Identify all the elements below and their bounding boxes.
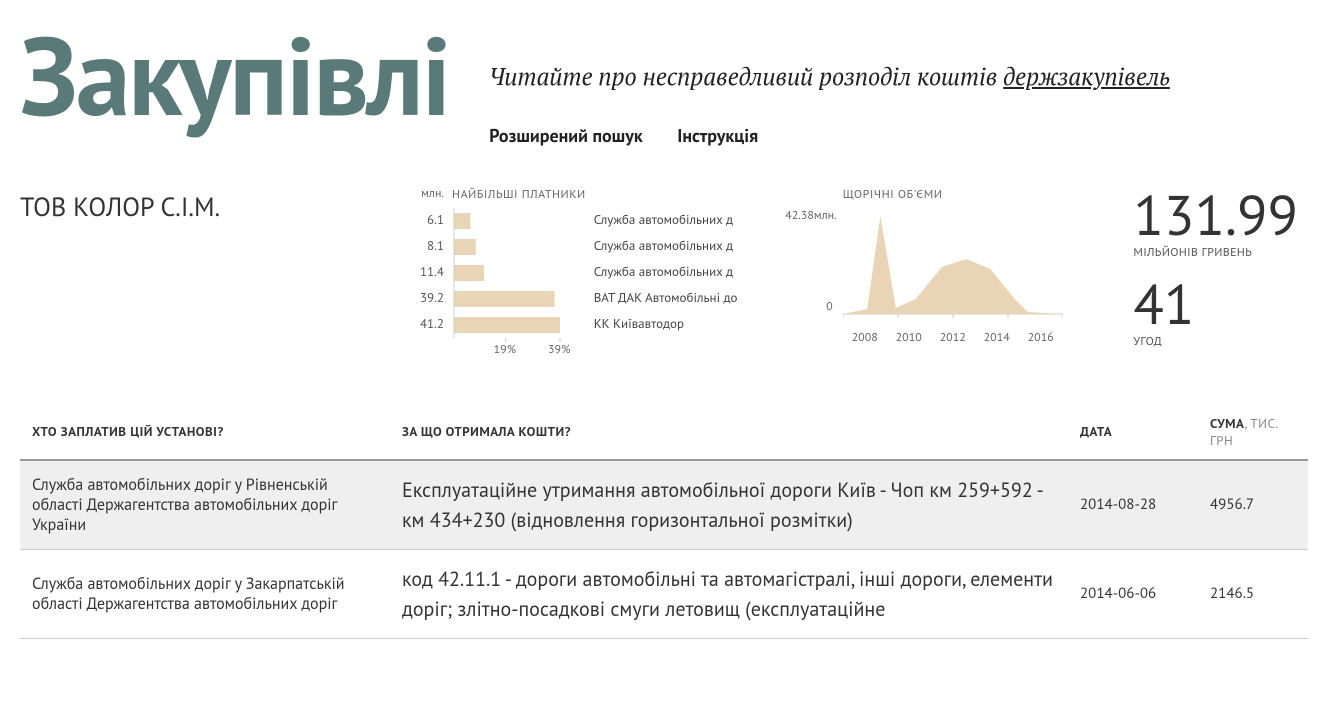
bar-value: 8.1 xyxy=(410,233,444,259)
area-xtick: 2012 xyxy=(931,330,975,345)
cell-payer: Служба автомобільних доріг у Рівненській… xyxy=(20,460,390,550)
area-chart-ylabels: 42.38млн. 0 xyxy=(789,208,837,328)
entity-name: ТОВ КОЛОР С.І.М. xyxy=(20,187,380,365)
total-deals-label: УГОД xyxy=(1133,334,1298,349)
header: Закупівлі Читайте про несправедливий роз… xyxy=(20,20,1308,147)
header-nav: Розширений пошук Інструкція xyxy=(489,124,1308,147)
bar-value: 41.2 xyxy=(410,311,444,337)
area-ymax: 42.38млн. xyxy=(785,208,837,223)
col-date: ДАТА xyxy=(1068,405,1198,460)
total-amount: 131.99 xyxy=(1133,187,1298,243)
payments-table: ХТО ЗАПЛАТИВ ЦІЙ УСТАНОВІ? ЗА ЩО ОТРИМАЛ… xyxy=(20,405,1308,639)
col-sum: СУМА, ТИС. ГРН xyxy=(1198,405,1308,460)
area-chart-block: ЩОРІЧНІ ОБ'ЄМИ 42.38млн. 0 2008201020122… xyxy=(789,187,1063,365)
col-payer: ХТО ЗАПЛАТИВ ЦІЙ УСТАНОВІ? xyxy=(20,405,390,460)
bar-label: Служба автомобільних д xyxy=(594,233,759,259)
cell-sum: 2146.5 xyxy=(1198,549,1308,638)
bar-chart-svg xyxy=(452,208,562,342)
tagline-text: Читайте про несправедливий розподіл кошт… xyxy=(489,60,1003,92)
area-xtick: 2016 xyxy=(1019,330,1063,345)
bar-chart-unit: млн. xyxy=(410,187,444,207)
site-logo[interactable]: Закупівлі xyxy=(20,20,449,130)
totals-block: 131.99 МІЛЬЙОНІВ ГРИВЕНЬ 41 УГОД xyxy=(1133,187,1308,365)
area-chart-xticks: 20082010201220142016 xyxy=(789,330,1063,345)
col-desc: ЗА ЩО ОТРИМАЛА КОШТИ? xyxy=(390,405,1068,460)
area-chart-svg xyxy=(843,208,1063,328)
cell-payer: Служба автомобільних доріг у Закарпатськ… xyxy=(20,549,390,638)
area-chart-title: ЩОРІЧНІ ОБ'ЄМИ xyxy=(789,187,1063,202)
cell-date: 2014-06-06 xyxy=(1068,549,1198,638)
bar-label: КК Київавтодор xyxy=(594,311,759,337)
cell-desc: Експлуатаційне утримання автомобільної д… xyxy=(390,460,1068,550)
total-deals: 41 xyxy=(1133,276,1298,332)
nav-advanced-search[interactable]: Розширений пошук xyxy=(489,124,642,147)
bar-label: ВАТ ДАК Автомобільні до xyxy=(594,285,759,311)
cell-date: 2014-08-28 xyxy=(1068,460,1198,550)
area-xtick: 2014 xyxy=(975,330,1019,345)
area-xtick: 2010 xyxy=(887,330,931,345)
bar-value: 39.2 xyxy=(410,285,444,311)
bar-value: 6.1 xyxy=(410,207,444,233)
nav-instructions[interactable]: Інструкція xyxy=(677,124,758,147)
table-row[interactable]: Служба автомобільних доріг у Рівненській… xyxy=(20,460,1308,550)
bar-label: Служба автомобільних д xyxy=(594,207,759,233)
bar-chart-ticks: 19%39% xyxy=(452,342,562,358)
bar-tick: 39% xyxy=(548,342,570,357)
tagline-link[interactable]: держзакупівель xyxy=(1003,60,1170,92)
bar-chart-labels: Служба автомобільних дСлужба автомобільн… xyxy=(594,187,759,358)
bar-label: Служба автомобільних д xyxy=(594,259,759,285)
bar-value: 11.4 xyxy=(410,259,444,285)
bar-chart-title: НАЙБІЛЬШІ ПЛАТНИКИ xyxy=(452,187,586,202)
col-sum-prefix: СУМА xyxy=(1210,415,1244,432)
bar-chart-values: млн.6.18.111.439.241.2 xyxy=(410,187,444,358)
bar-tick: 19% xyxy=(494,342,516,357)
summary-row: ТОВ КОЛОР С.І.М. млн.6.18.111.439.241.2 … xyxy=(20,187,1308,365)
bar-chart-block: млн.6.18.111.439.241.2 НАЙБІЛЬШІ ПЛАТНИК… xyxy=(410,187,759,365)
bar-chart: НАЙБІЛЬШІ ПЛАТНИКИ 19%39% xyxy=(452,187,586,358)
cell-sum: 4956.7 xyxy=(1198,460,1308,550)
area-ymin: 0 xyxy=(826,299,833,314)
cell-desc: код 42.11.1 - дороги автомобільні та авт… xyxy=(390,549,1068,638)
table-header-row: ХТО ЗАПЛАТИВ ЦІЙ УСТАНОВІ? ЗА ЩО ОТРИМАЛ… xyxy=(20,405,1308,460)
table-row[interactable]: Служба автомобільних доріг у Закарпатськ… xyxy=(20,549,1308,638)
tagline: Читайте про несправедливий розподіл кошт… xyxy=(489,60,1308,94)
area-xtick: 2008 xyxy=(843,330,887,345)
